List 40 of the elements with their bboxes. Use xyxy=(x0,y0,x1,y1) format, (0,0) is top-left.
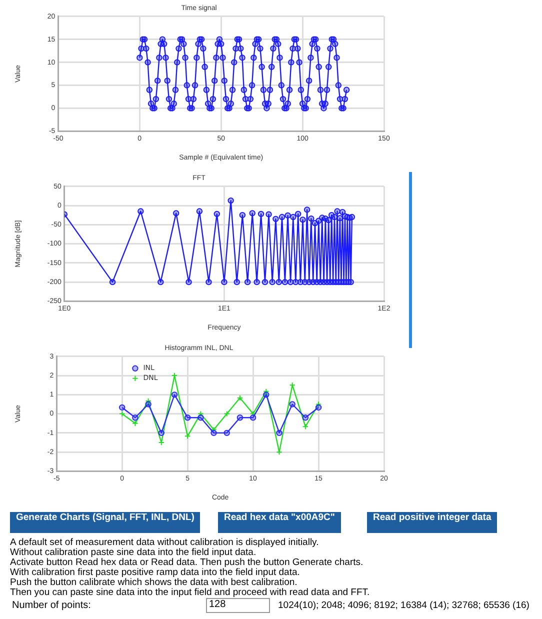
text: Activate button Read hex data or Read data. Then push the button Generate charts. xyxy=(10,557,364,568)
point xyxy=(224,430,230,436)
point xyxy=(289,382,296,388)
point xyxy=(171,392,178,398)
point xyxy=(184,414,191,421)
text: Read hex data "x00A9C" xyxy=(218,512,341,533)
text: Number of points: xyxy=(12,600,91,611)
point xyxy=(315,404,322,411)
point xyxy=(158,439,164,446)
point xyxy=(250,414,256,421)
point xyxy=(198,414,204,421)
text: 1024(10); 2048; 4096; 8192; 16384 (14); 32768; 65536 (16) xyxy=(278,600,530,611)
point xyxy=(276,430,282,436)
point xyxy=(224,410,230,417)
point xyxy=(158,430,164,436)
point xyxy=(236,394,244,402)
point xyxy=(210,430,217,436)
text: Generate Charts (Signal, FFT, INL, DNL) xyxy=(10,512,200,533)
point xyxy=(145,401,152,408)
point xyxy=(119,404,126,411)
point xyxy=(302,424,309,430)
point xyxy=(289,401,296,408)
text: 128 xyxy=(206,598,270,613)
point xyxy=(250,410,256,417)
text: With calibration first paste positive ramp data into the field input data. xyxy=(10,567,301,578)
point xyxy=(302,414,309,421)
text: Read positive integer data xyxy=(367,512,498,533)
point xyxy=(145,398,152,404)
point xyxy=(236,414,244,421)
text: Push the button calibrate which shows the data with best calibration. xyxy=(10,577,298,588)
text: Without calibration paste sine data into the field input data. xyxy=(10,547,258,558)
point xyxy=(263,392,270,398)
text: A default set of measurement data without calibration is displayed initially. xyxy=(10,537,320,548)
point xyxy=(132,414,138,421)
point xyxy=(198,410,204,417)
point xyxy=(184,433,191,440)
point xyxy=(132,420,138,426)
point xyxy=(210,426,217,433)
point xyxy=(263,388,270,395)
text: Then you can paste sine data into the input field and proceed with read data and FFT. xyxy=(10,587,370,598)
